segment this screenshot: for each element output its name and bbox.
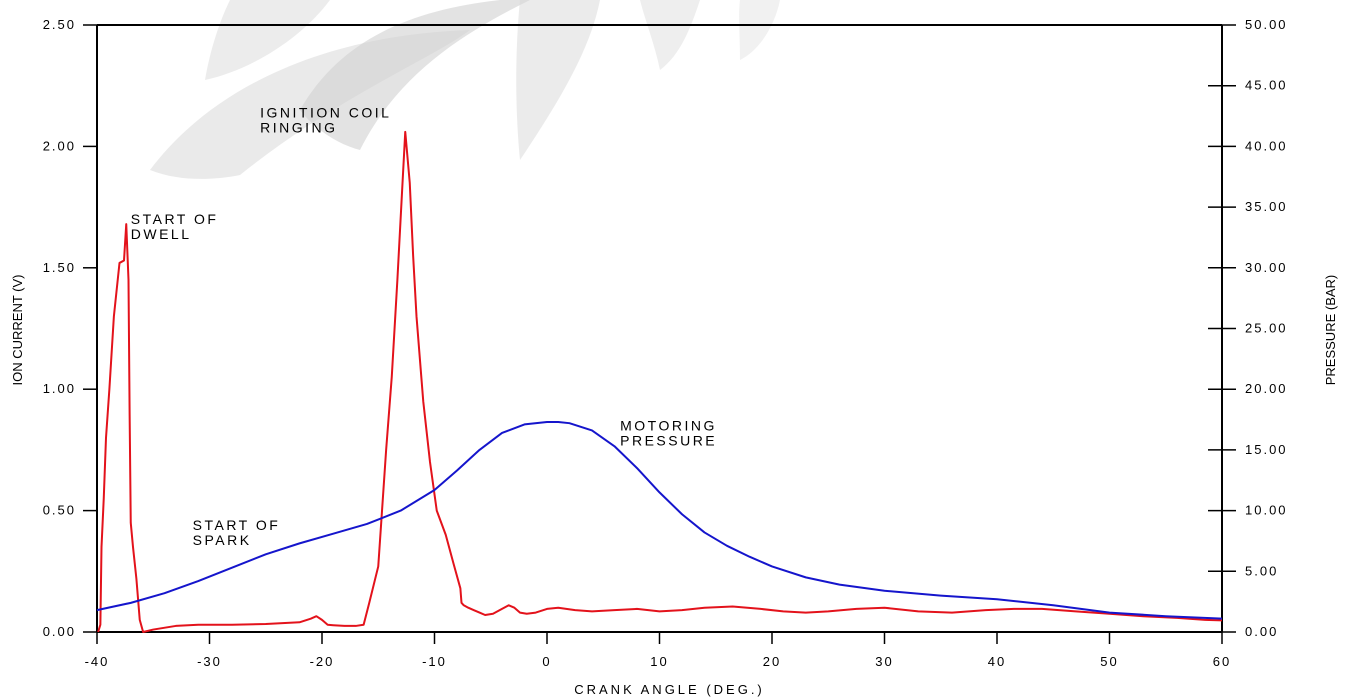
annotation-line: DWELL — [131, 226, 192, 242]
x-tick-label: 20 — [763, 654, 781, 669]
ion-current-series-line — [97, 130, 1223, 633]
x-tick-label: 40 — [988, 654, 1006, 669]
x-tick-label: 10 — [650, 654, 668, 669]
axes: -40 -30 -20 -10 0 10 20 30 40 50 60 0.00 0.50 1.00 1.5… — [10, 17, 1338, 697]
x-tick-label: -20 — [310, 654, 335, 669]
motoring-pressure-series-line — [96, 420, 1223, 620]
annotation-line: START OF — [131, 211, 219, 227]
x-tick-label: 0 — [542, 654, 551, 669]
y-left-tick-label: 0.50 — [43, 503, 76, 518]
series-layer — [96, 130, 1223, 633]
y-left-tick-label: 1.50 — [43, 260, 76, 275]
x-axis-title: CRANK ANGLE (DEG.) — [574, 682, 765, 697]
annotation-line: START OF — [193, 517, 281, 533]
y-right-axis-title: PRESSURE (BAR) — [1323, 275, 1338, 386]
x-tick-label: 30 — [875, 654, 893, 669]
y-right-tick-label: 10.00 — [1245, 503, 1288, 518]
y-right-tick-label: 25.00 — [1245, 321, 1288, 336]
y-right-tick-label: 0.00 — [1245, 624, 1278, 639]
y-right-tick-label: 30.00 — [1245, 260, 1288, 275]
annotation-label: START OF SPARK — [193, 517, 281, 548]
x-tick-label: 60 — [1213, 654, 1231, 669]
y-right-tick-label: 45.00 — [1245, 78, 1288, 93]
annotation-label: START OF DWELL — [131, 211, 219, 242]
x-tick-label: -10 — [422, 654, 447, 669]
y-right-tick-label: 15.00 — [1245, 442, 1288, 457]
annotation-line: RINGING — [260, 119, 337, 135]
y-right-tick-label: 50.00 — [1245, 17, 1288, 32]
x-tick-label: -30 — [197, 654, 222, 669]
y-right-tick-label: 5.00 — [1245, 563, 1278, 578]
y-left-tick-label: 2.50 — [43, 17, 76, 32]
annotation-line: PRESSURE — [620, 432, 717, 448]
annotation-label: MOTORING PRESSURE — [620, 417, 717, 448]
y-left-tick-label: 2.00 — [43, 138, 76, 153]
y-right-tick-label: 40.00 — [1245, 138, 1288, 153]
annotation-line: IGNITION COIL — [260, 104, 391, 120]
y-left-axis-title: ION CURRENT (V) — [10, 275, 25, 386]
annotation-line: SPARK — [193, 532, 252, 548]
y-right-tick-label: 35.00 — [1245, 199, 1288, 214]
background-watermark — [150, 0, 780, 179]
x-tick-label: 50 — [1100, 654, 1118, 669]
y-left-tick-label: 0.00 — [43, 624, 76, 639]
y-right-tick-label: 20.00 — [1245, 381, 1288, 396]
annotation-label: IGNITION COIL RINGING — [260, 104, 391, 135]
x-tick-label: -40 — [85, 654, 110, 669]
y-left-tick-label: 1.00 — [43, 381, 76, 396]
annotation-line: MOTORING — [620, 417, 717, 433]
